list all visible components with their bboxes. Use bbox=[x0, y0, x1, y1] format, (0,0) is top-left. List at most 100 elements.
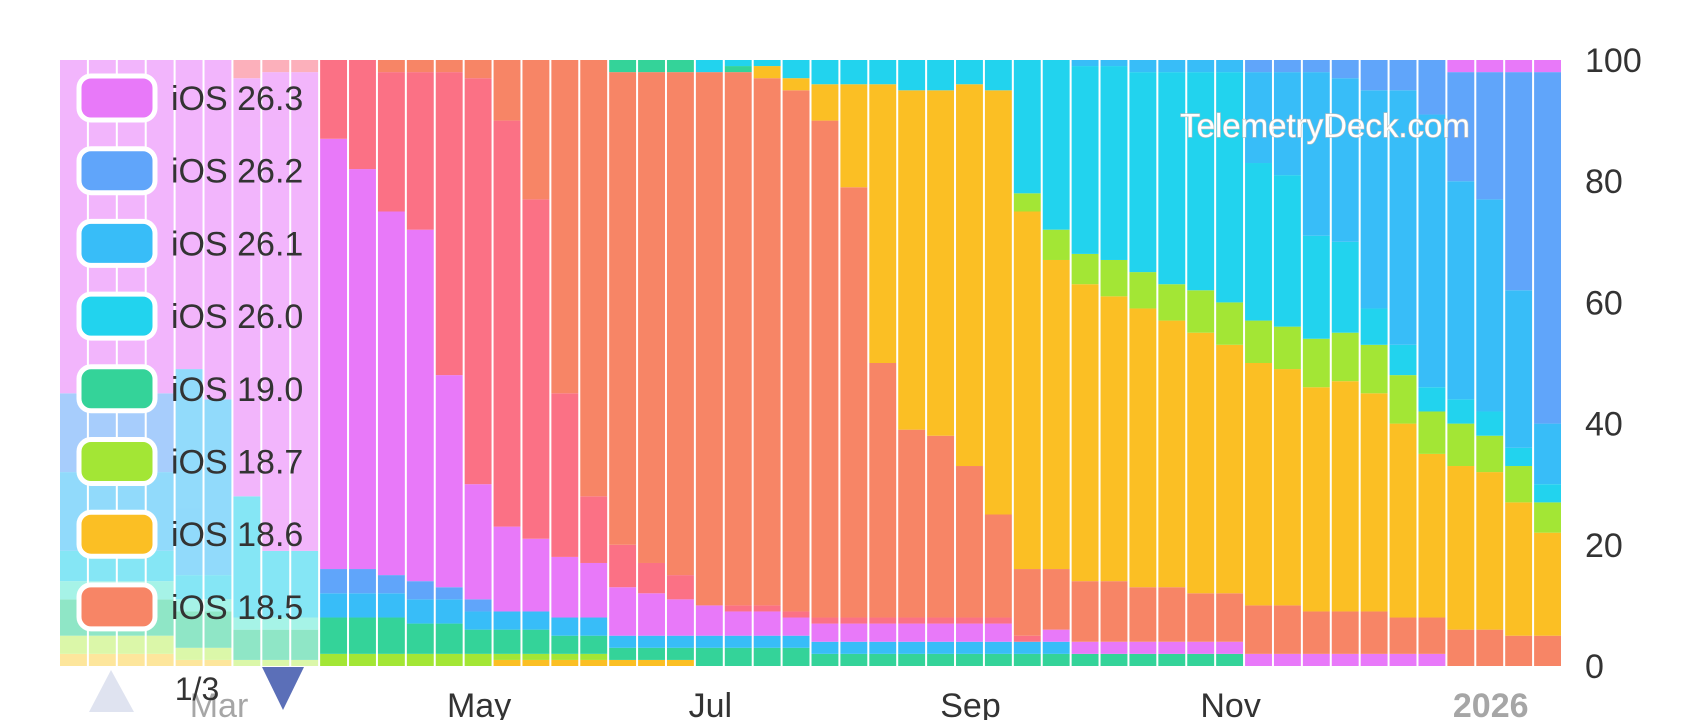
bar-segment bbox=[782, 90, 810, 612]
bar-segment bbox=[377, 60, 405, 73]
bar-segment bbox=[609, 72, 637, 545]
bar-47 bbox=[1418, 60, 1446, 666]
bar-segment bbox=[406, 653, 434, 666]
bar-segment bbox=[1042, 259, 1070, 570]
bar-segment bbox=[580, 659, 608, 666]
bar-segment bbox=[1273, 605, 1301, 654]
bar-segment bbox=[1245, 605, 1272, 654]
bar-segment bbox=[1071, 284, 1099, 582]
bar-segment bbox=[638, 593, 665, 636]
legend-label: iOS 26.3 bbox=[171, 80, 303, 118]
bar-segment bbox=[898, 653, 926, 666]
bar-segment bbox=[262, 629, 290, 660]
legend-page-down-icon[interactable] bbox=[262, 667, 304, 710]
bar-segment bbox=[1216, 72, 1244, 303]
bar-segment bbox=[927, 653, 955, 666]
bar-segment bbox=[175, 659, 203, 666]
legend-item[interactable]: iOS 26.2 bbox=[76, 146, 303, 196]
bar-16 bbox=[522, 60, 550, 666]
bar-segment bbox=[1158, 641, 1186, 654]
bar-segment bbox=[146, 653, 174, 666]
legend-item[interactable]: iOS 18.5 bbox=[76, 582, 303, 632]
bar-segment bbox=[233, 617, 261, 630]
bar-segment bbox=[1360, 653, 1388, 666]
bar-segment bbox=[1505, 466, 1533, 503]
bar-22 bbox=[695, 60, 723, 666]
bar-segment bbox=[406, 72, 434, 230]
bar-segment bbox=[1100, 296, 1128, 582]
bar-segment bbox=[869, 363, 897, 618]
bar-segment bbox=[320, 60, 348, 139]
bar-36 bbox=[1100, 60, 1128, 666]
y-tick-label: 80 bbox=[1585, 163, 1623, 201]
bar-segment bbox=[1418, 453, 1446, 618]
bar-10 bbox=[349, 60, 376, 666]
bar-14 bbox=[464, 60, 492, 666]
bar-segment bbox=[1042, 229, 1070, 260]
bar-38 bbox=[1158, 60, 1186, 666]
bar-segment bbox=[1042, 629, 1070, 642]
bar-segment bbox=[522, 538, 550, 612]
bar-segment bbox=[175, 575, 203, 600]
bar-segment bbox=[204, 611, 232, 648]
bar-segment bbox=[406, 623, 434, 654]
bar-segment bbox=[377, 617, 405, 654]
bar-segment bbox=[464, 653, 492, 666]
bar-segment bbox=[927, 90, 955, 436]
bar-segment bbox=[927, 617, 955, 624]
bar-segment bbox=[1071, 66, 1099, 254]
bar-segment bbox=[233, 496, 261, 618]
bar-segment bbox=[1071, 641, 1099, 654]
bar-23 bbox=[724, 60, 752, 666]
bar-segment bbox=[464, 611, 492, 630]
bar-49 bbox=[1476, 60, 1504, 666]
bar-segment bbox=[638, 647, 665, 660]
bar-segment bbox=[551, 556, 579, 618]
bar-segment bbox=[782, 617, 810, 636]
bar-segment bbox=[724, 605, 752, 612]
legend-item[interactable]: iOS 26.0 bbox=[76, 291, 303, 341]
bar-segment bbox=[406, 581, 434, 600]
bar-18 bbox=[580, 60, 608, 666]
bar-segment bbox=[1534, 72, 1561, 424]
bar-segment bbox=[695, 60, 723, 73]
bar-segment bbox=[175, 599, 203, 612]
bar-segment bbox=[927, 623, 955, 642]
legend-swatch bbox=[76, 291, 158, 341]
bar-30 bbox=[927, 60, 955, 666]
bar-segment bbox=[1013, 211, 1041, 570]
bar-31 bbox=[956, 60, 983, 666]
bar-segment bbox=[927, 641, 955, 654]
legend-item[interactable]: iOS 26.3 bbox=[76, 73, 303, 123]
legend-item[interactable]: iOS 26.1 bbox=[76, 218, 303, 268]
bar-segment bbox=[1187, 641, 1215, 654]
bar-segment bbox=[1013, 653, 1041, 666]
bar-segment bbox=[60, 550, 87, 582]
bar-11 bbox=[377, 60, 405, 666]
legend: iOS 26.3 iOS 26.2 iOS 26.1 iOS 26.0 iOS 19.0… bbox=[76, 73, 303, 632]
legend-item[interactable]: iOS 18.6 bbox=[76, 509, 303, 559]
bar-segment bbox=[233, 78, 261, 497]
x-tick-label: Nov bbox=[1200, 687, 1260, 720]
bar-segment bbox=[956, 84, 983, 467]
bar-segment bbox=[1360, 611, 1388, 654]
bar-segment bbox=[1216, 60, 1244, 73]
bar-segment bbox=[1534, 532, 1561, 636]
bar-segment bbox=[1187, 332, 1215, 594]
bar-segment bbox=[1418, 114, 1446, 388]
bar-segment bbox=[956, 617, 983, 624]
bar-segment bbox=[724, 647, 752, 666]
bar-segment bbox=[291, 550, 319, 618]
bar-segment bbox=[666, 659, 694, 666]
bar-segment bbox=[1505, 60, 1533, 73]
bar-segment bbox=[869, 60, 897, 85]
bar-segment bbox=[1187, 60, 1215, 73]
bar-4 bbox=[175, 60, 203, 666]
watermark: TelemetryDeck.com bbox=[1180, 107, 1470, 144]
legend-page-up-icon[interactable] bbox=[89, 670, 134, 712]
legend-item[interactable]: iOS 19.0 bbox=[76, 364, 303, 414]
legend-item[interactable]: iOS 18.7 bbox=[76, 437, 303, 486]
bar-segment bbox=[493, 629, 521, 654]
bar-segment bbox=[1534, 60, 1561, 73]
